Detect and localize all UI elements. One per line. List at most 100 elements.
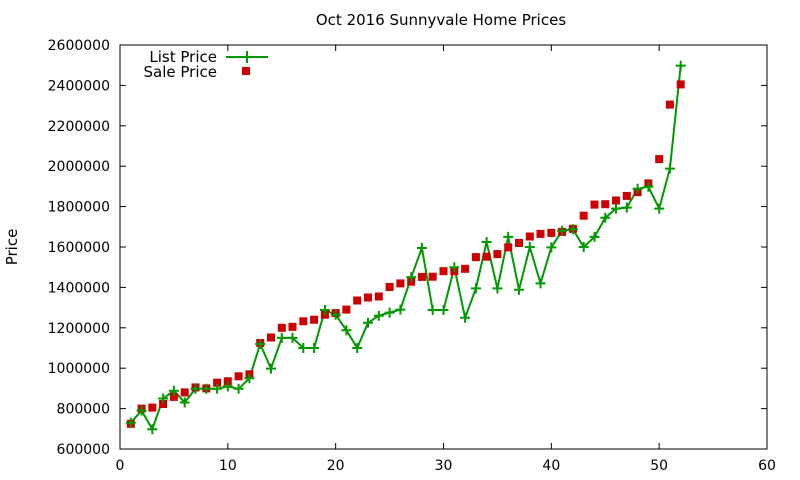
list-price-point	[567, 224, 578, 235]
list-price-point	[266, 363, 276, 374]
list-price-point	[384, 307, 395, 318]
sale-price-point	[213, 378, 222, 387]
list-price-point	[276, 332, 287, 343]
list-price-point	[427, 305, 438, 315]
list-price-point	[600, 212, 611, 223]
list-price-point	[341, 325, 352, 336]
sale-price-point	[417, 272, 426, 281]
list-price-point	[557, 225, 568, 236]
list-price-point	[406, 272, 417, 283]
x-tick-label: 40	[542, 458, 560, 474]
sale-price-point	[374, 292, 383, 301]
data-series	[125, 60, 686, 435]
sale-price-point	[267, 333, 275, 342]
chart-title: Oct 2016 Sunnyvale Home Prices	[316, 11, 566, 29]
legend-label-list-price: List Price	[149, 48, 217, 66]
sale-price-point	[515, 239, 523, 247]
list-price-point	[212, 383, 223, 394]
list-price-point	[589, 231, 600, 242]
sale-price-point	[288, 322, 297, 331]
list-price-point	[664, 163, 675, 174]
sale-price-point	[676, 80, 685, 89]
list-price-point	[168, 385, 179, 396]
sale-price-point	[601, 200, 610, 209]
sale-price-point	[471, 253, 480, 262]
list-price-point	[287, 332, 298, 343]
sale-price-point	[396, 279, 405, 288]
sale-price-point	[536, 229, 545, 238]
list-price-point	[578, 242, 589, 252]
sale-price-point	[612, 196, 620, 205]
y-axis-label: Price	[3, 229, 21, 266]
list-price-point	[298, 343, 309, 353]
legend-marker-sale-price	[242, 67, 250, 75]
list-price-point	[470, 283, 481, 294]
legend-marker-list-price	[241, 51, 253, 63]
sale-price-point	[299, 317, 308, 326]
list-price-point	[136, 405, 147, 416]
list-price-point	[632, 183, 643, 194]
sale-price-point	[655, 155, 664, 164]
x-tick-label: 20	[327, 458, 345, 474]
list-price-point	[460, 312, 471, 323]
sale-price-point	[385, 283, 394, 291]
sale-price-point	[579, 211, 588, 220]
x-tick-label: 50	[650, 458, 668, 474]
list-price-point	[158, 393, 169, 404]
y-tick-label: 1600000	[48, 240, 110, 256]
list-price-point	[535, 278, 546, 289]
sale-price-point	[364, 293, 372, 302]
list-price-point	[255, 339, 266, 349]
y-tick-label: 800000	[57, 402, 110, 418]
y-tick-label: 2000000	[48, 159, 110, 175]
sale-price-point	[277, 323, 286, 332]
y-tick-label: 2200000	[48, 119, 110, 135]
y-tick-label: 1800000	[48, 200, 110, 216]
list-price-point	[546, 242, 557, 253]
list-price-point	[330, 309, 341, 320]
y-tick-label: 2400000	[48, 78, 110, 94]
sale-price-point	[590, 200, 599, 209]
list-price-point	[492, 283, 503, 294]
x-tick-label: 30	[435, 458, 453, 474]
x-tick-label: 10	[219, 458, 237, 474]
list-price-point	[363, 317, 373, 328]
list-price-point	[611, 203, 621, 214]
sale-price-point	[353, 296, 362, 305]
sale-price-point	[180, 388, 189, 397]
list-price-point	[416, 243, 427, 253]
sale-price-point	[525, 232, 534, 241]
sale-price-point	[547, 228, 556, 237]
list-price-point	[125, 417, 136, 428]
list-price-point	[654, 203, 665, 214]
list-price-point	[643, 181, 654, 192]
list-price-point	[319, 305, 330, 315]
y-tick-label: 1000000	[48, 361, 110, 377]
sale-price-point	[234, 372, 243, 381]
list-price-point	[179, 397, 190, 408]
list-price-point	[514, 284, 524, 295]
list-price-point	[524, 242, 535, 252]
sale-price-point	[310, 315, 319, 324]
list-price-point	[438, 305, 449, 315]
list-price-point	[395, 304, 406, 315]
sale-price-point	[665, 100, 674, 109]
y-tick-label: 2600000	[48, 38, 110, 54]
sale-price-point	[482, 252, 491, 261]
list-price-point	[222, 381, 233, 392]
list-price-point	[621, 202, 632, 213]
sale-price-point	[493, 250, 502, 259]
list-price-point	[201, 383, 212, 394]
list-price-point	[675, 60, 686, 71]
list-price-point	[352, 343, 363, 353]
list-price-point	[190, 383, 201, 394]
sale-price-point	[461, 264, 470, 273]
sale-price-point	[169, 392, 178, 401]
list-price-line	[130, 65, 682, 431]
list-price-point	[373, 310, 384, 321]
list-price-point	[449, 262, 460, 273]
list-price-point	[481, 237, 492, 247]
y-tick-label: 1200000	[48, 321, 110, 337]
axis-ticks: 600000 800000 1000000 1200000 1400000 1600000…	[48, 38, 776, 474]
